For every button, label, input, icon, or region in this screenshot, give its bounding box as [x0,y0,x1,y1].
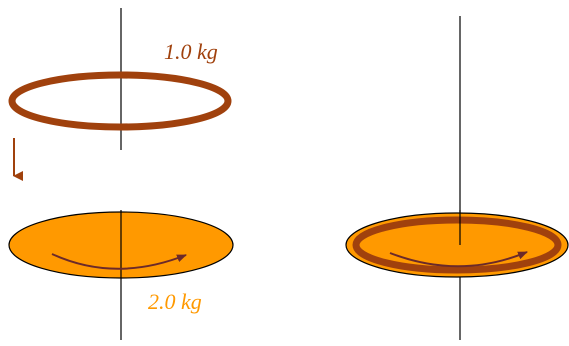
disk-mass-label: 2.0 kg [148,289,202,314]
falling-ring [8,71,232,131]
resting-ring [352,216,562,274]
combined-disk [345,212,569,278]
right-rotation-arrow [389,251,528,268]
left-rotation-arrow [51,253,187,270]
ring-mass-label: 1.0 kg [164,39,218,64]
